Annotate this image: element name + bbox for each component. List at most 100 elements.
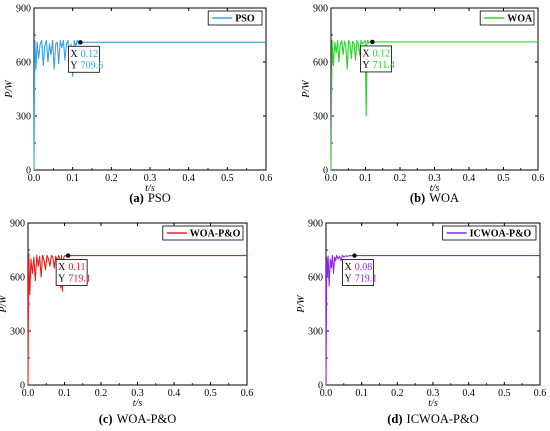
y-tick-label: 300 [16,112,31,123]
legend-box [479,10,535,26]
x-tick-label: 0.1 [355,388,368,399]
legend-label: WOA-P&O [190,229,241,240]
datatip-x-row: X 0.12 [70,49,98,60]
x-tick-label: 0.0 [325,173,338,184]
caption-text: WOA [429,191,459,205]
datatip-x-label: X [362,48,370,59]
datatip-x-row: X 0.08 [345,262,373,273]
x-tick-label: 0.0 [320,388,333,399]
y-axis-label: P/W [4,79,15,99]
legend-label: PSO [235,14,255,25]
x-tick-label: 0.3 [144,173,157,184]
legend-label: WOA [507,14,533,25]
series-line [325,254,540,386]
x-tick-label: 0.5 [497,173,510,184]
x-tick-label: 0.1 [359,173,372,184]
x-tick-label: 0.3 [131,388,144,399]
y-tick-label: 300 [313,112,328,123]
datatip-x-row: X 0.12 [362,48,390,59]
datatip-x-value: 0.08 [355,262,373,273]
x-axis-label: t/s [430,183,440,194]
datatip-x-value: 0.12 [373,48,391,59]
x-tick-label: 0.6 [241,388,254,399]
x-tick-label: 0.5 [204,388,217,399]
datatip-y-value: 719.1 [355,274,378,285]
datatip-y-row: Y 719.1 [58,274,91,285]
datatip-y-value: 719.1 [68,274,91,285]
datatip-y-label: Y [70,60,77,71]
datatip-box [55,259,88,286]
datatip-box [68,45,100,73]
x-axis-label: t/s [133,398,143,409]
datatip-y-row: Y 711.4 [362,60,394,71]
x-tick-label: 0.5 [221,173,234,184]
panel-caption: (a) PSO [129,191,171,205]
datatip-y-value: 709.6 [81,60,104,71]
legend-box [162,225,244,241]
x-axis-label: t/s [428,398,438,409]
datatip-y-label: Y [58,274,65,285]
datatip-x-value: 0.12 [81,49,99,60]
datatip-marker [78,40,83,45]
chart-panel-2: 0.0 0.1 0.2 0.3 0.4 0.5 0.6 0 300 600 900 t/s P/W WOA… [301,4,544,206]
y-tick-label: 900 [16,4,31,15]
datatip-marker [65,253,71,258]
x-tick-label: 0.6 [260,173,273,184]
x-tick-label: 0.2 [105,173,118,184]
plot-frame [33,7,267,171]
legend-label: ICWOA-P&O [470,229,532,240]
y-tick-label: 600 [308,273,323,284]
x-tick-label: 0.4 [182,173,195,184]
x-tick-label: 0.4 [168,388,181,399]
caption-text: WOA-P&O [117,412,177,426]
y-axis-label: P/W [296,294,307,314]
datatip-marker [370,39,375,45]
x-tick-label: 0.1 [66,173,79,184]
caption-letter: (d) [387,412,402,426]
x-tick-label: 0.0 [28,173,41,184]
plot-frame [325,222,541,386]
plot-frame [27,222,248,386]
caption-letter: (c) [99,412,113,426]
datatip-x-label: X [345,262,353,273]
chart-panel-4: 0.0 0.1 0.2 0.3 0.4 0.5 0.6 0 300 600 900 t/s P/W ICW… [296,219,546,427]
x-tick-label: 0.0 [22,388,35,399]
x-tick-label: 0.2 [394,173,407,184]
y-tick-label: 900 [313,4,328,15]
x-tick-label: 0.4 [463,173,476,184]
caption-text: ICWOA-P&O [407,412,479,426]
x-tick-label: 0.2 [391,388,404,399]
y-tick-label: 900 [10,219,25,230]
y-tick-label: 0 [20,381,25,392]
y-axis-label: P/W [0,294,9,314]
x-tick-label: 0.3 [427,388,440,399]
x-tick-label: 0.1 [58,388,71,399]
caption-letter: (a) [129,191,144,205]
datatip-y-row: Y 709.6 [70,60,103,71]
y-tick-label: 300 [10,327,25,338]
caption-letter: (b) [410,191,425,205]
legend-box [207,10,263,26]
datatip-x-row: X 0.11 [58,262,85,273]
y-tick-label: 600 [10,273,25,284]
datatip-marker [352,253,357,258]
datatip-box [342,259,374,286]
chart-panel-1: 0.0 0.1 0.2 0.3 0.4 0.5 0.6 0 300 600 900 t/s P/W PSO… [4,4,272,206]
y-tick-label: 600 [16,58,31,69]
datatip-y-label: Y [345,274,352,285]
x-tick-label: 0.2 [95,388,108,399]
y-tick-label: 300 [308,327,323,338]
datatip-x-label: X [70,49,78,60]
datatip-y-label: Y [362,60,369,71]
panel-caption: (d) ICWOA-P&O [387,412,479,426]
y-axis-label: P/W [301,79,312,99]
y-tick-label: 600 [313,58,328,69]
datatip-x-value: 0.11 [68,262,85,273]
x-tick-label: 0.6 [534,388,547,399]
y-tick-label: 900 [308,219,323,230]
legend-box [442,225,537,241]
datatip-y-row: Y 719.1 [345,274,378,285]
caption-text: PSO [148,191,171,205]
datatip-box [359,45,392,73]
y-tick-label: 0 [318,381,323,392]
